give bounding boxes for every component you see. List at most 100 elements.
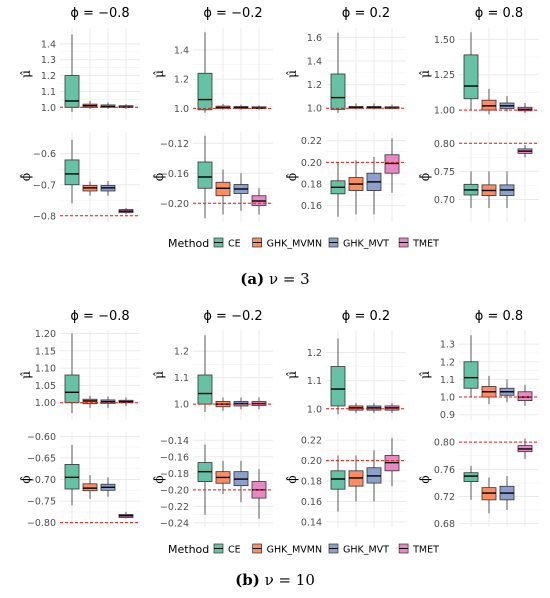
panel: 1.0 1.1 1.2 μ̂ (152, 330, 273, 420)
tick-label: 0.70 (434, 195, 455, 206)
facet-title: ϕ = 0.2 (342, 309, 390, 324)
tick-label: 1.2 (174, 75, 189, 86)
legend-title: Method (168, 543, 209, 556)
caption-b: (b) ν = 10 (0, 571, 550, 589)
caption-b-text: ν = 10 (264, 571, 315, 589)
row-label: μ̂ (285, 371, 299, 379)
tick-label: 1.2 (41, 71, 56, 82)
legend-title: Method (168, 237, 209, 250)
legend-label: TMET (412, 545, 439, 556)
tick-label: 0.22 (301, 136, 322, 147)
legend-label: GHK_MVMN (267, 239, 322, 250)
tick-label: 0.16 (301, 201, 322, 212)
tick-label: 1.1 (307, 376, 322, 387)
tick-label: 1.50 (434, 35, 455, 46)
legend-label: CE (228, 545, 241, 556)
legend-label: GHK_MVT (343, 239, 389, 250)
facet-title: ϕ = −0.2 (203, 309, 262, 324)
panel: −0.8 −0.7 −0.6 ϕ̂ (19, 132, 140, 222)
panel: −0.20 −0.16 −0.12 ϕ̂ (152, 132, 273, 222)
tick-label: −0.14 (160, 436, 189, 447)
caption-a-text: ν = 3 (268, 270, 310, 288)
tick-label: 1.4 (307, 57, 322, 68)
tick-label: −0.70 (27, 475, 56, 486)
box-ce (330, 366, 346, 407)
tick-label: 0.75 (434, 167, 455, 178)
tick-label: 1.0 (307, 404, 322, 415)
tick-label: 0.22 (301, 436, 322, 447)
legend-item: GHK_MVT (328, 237, 389, 250)
tick-label: 0.16 (301, 497, 322, 508)
legend-label: GHK_MVT (343, 545, 389, 556)
tick-label: −0.18 (160, 469, 189, 480)
tick-label: 1.3 (41, 55, 56, 66)
row-label: μ̂ (152, 70, 166, 78)
row-label: μ̂ (418, 371, 432, 379)
row-label: ϕ̂ (418, 475, 432, 483)
legend-item: GHK_MVMN (252, 543, 322, 556)
row-label: ϕ̂ (285, 475, 299, 483)
chart-b: ϕ = −0.8 ϕ = −0.2 ϕ = 0.2 ϕ = 0.81.001.051.… (19, 309, 539, 556)
panel: 1.0 1.2 1.4 μ̂ (152, 28, 273, 120)
facet-title: ϕ = −0.8 (70, 6, 129, 21)
tick-label: 1.00 (434, 106, 455, 117)
tick-label: 0.9 (440, 410, 455, 421)
caption-b-label: (b) (235, 571, 260, 589)
tick-label: 1.00 (35, 398, 56, 409)
box-tmet (517, 391, 533, 401)
row-label: μ̂ (418, 70, 432, 78)
legend-label: TMET (412, 239, 439, 250)
box-ghk_mvmn (481, 99, 497, 111)
row-label: ϕ̂ (152, 173, 166, 181)
box-ce (197, 161, 213, 189)
tick-label: 0.68 (434, 519, 455, 530)
tick-label: −0.24 (160, 518, 189, 529)
tick-label: −0.65 (27, 453, 56, 464)
tick-label: 1.25 (434, 70, 455, 81)
row-label: ϕ̂ (152, 475, 166, 483)
tick-label: 0.80 (434, 438, 455, 449)
row-label: μ̂ (19, 70, 33, 78)
tick-label: 1.2 (440, 357, 455, 368)
legend-label: GHK_MVMN (267, 545, 322, 556)
tick-label: 1.1 (174, 373, 189, 384)
tick-label: −0.8 (33, 211, 56, 222)
caption-a: (a) ν = 3 (0, 270, 550, 288)
tick-label: −0.80 (27, 518, 56, 529)
legend-item: GHK_MVT (328, 543, 389, 556)
tick-label: 0.20 (301, 456, 322, 467)
panel: −0.24 −0.22 −0.20 −0.18 −0.16 −0.14 ϕ̂ (152, 432, 273, 529)
box-ce (330, 470, 346, 490)
tick-label: 0.80 (434, 139, 455, 150)
tick-label: 0.18 (301, 180, 322, 191)
tick-label: −0.60 (27, 432, 56, 443)
box-ce (64, 374, 80, 404)
tick-label: 1.4 (174, 45, 189, 56)
box-ce (64, 159, 80, 186)
box-ce (197, 72, 213, 111)
tick-label: −0.6 (33, 149, 56, 160)
tick-label: 1.2 (307, 80, 322, 91)
facet-title: ϕ = 0.8 (475, 309, 523, 324)
panel: 1.00 1.25 1.50 μ̂ (418, 28, 539, 120)
row-label: μ̂ (285, 70, 299, 78)
chart-a: ϕ = −0.8 ϕ = −0.2 ϕ = 0.2 ϕ = 0.81.01.11.21… (19, 6, 539, 250)
tick-label: −0.16 (160, 169, 189, 180)
tick-label: 1.6 (307, 33, 322, 44)
tick-label: 1.2 (174, 347, 189, 358)
panel: 1.00 1.05 1.10 1.15 1.20 μ̂ (19, 329, 140, 420)
tick-label: 1.0 (41, 103, 56, 114)
tick-label: 1.0 (440, 393, 455, 404)
tick-label: 1.2 (307, 348, 322, 359)
row-label: ϕ̂ (19, 475, 33, 483)
row-label: ϕ̂ (19, 173, 33, 181)
box-ce (463, 54, 479, 100)
tick-label: 1.10 (35, 364, 56, 375)
panel: 0.14 0.16 0.18 0.20 0.22 ϕ̂ (285, 432, 406, 528)
panel: −0.80 −0.75 −0.70 −0.65 −0.60 ϕ̂ (19, 432, 140, 529)
box-ce (463, 472, 479, 482)
tick-label: 0.20 (301, 158, 322, 169)
box-ce (463, 361, 479, 389)
row-label: μ̂ (19, 371, 33, 379)
